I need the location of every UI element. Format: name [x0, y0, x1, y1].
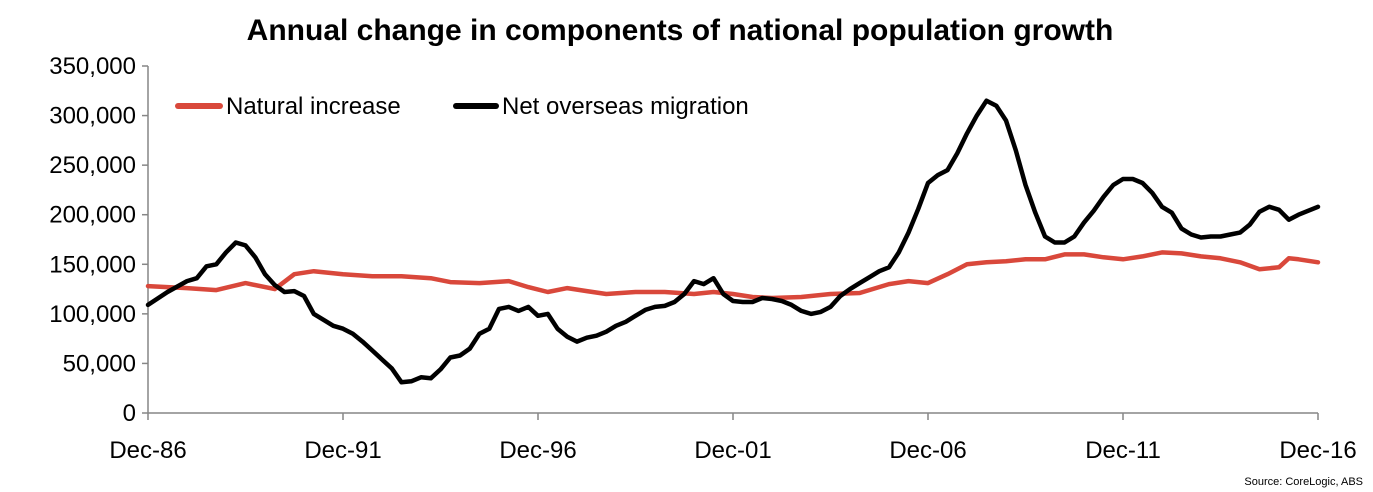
x-tick-label: Dec-96 [499, 437, 576, 464]
y-tick-label: 50,000 [63, 350, 136, 377]
x-tick-label: Dec-16 [1279, 437, 1356, 464]
x-tick-label: Dec-91 [304, 437, 381, 464]
x-tick-label: Dec-11 [1085, 437, 1161, 464]
x-tick-label: Dec-06 [889, 437, 966, 464]
y-tick-label: 350,000 [49, 53, 136, 80]
y-axis: 0 50,000 100,000 150,000 200,000 250,000 300,0… [49, 53, 149, 427]
y-tick-label: 100,000 [49, 301, 136, 328]
x-tick-label: Dec-01 [694, 437, 771, 464]
legend-label-net-overseas-migration: Net overseas migration [502, 93, 749, 120]
x-tick-label: Dec-86 [109, 437, 186, 464]
series-line-natural-increase [145, 250, 1321, 301]
y-tick-label: 300,000 [49, 103, 136, 130]
legend-label-natural-increase: Natural increase [226, 93, 401, 120]
source-note: Source: CoreLogic, ABS [1244, 476, 1363, 488]
y-tick-label: 250,000 [49, 152, 136, 179]
chart-title: Annual change in components of national … [247, 14, 1114, 47]
y-tick-label: 0 [123, 400, 136, 427]
y-tick-label: 150,000 [49, 251, 136, 278]
y-tick-label: 200,000 [49, 202, 136, 229]
series-line-net-overseas-migration [145, 98, 1321, 385]
legend: Natural increase Net overseas migration [175, 93, 749, 120]
series-lines [145, 98, 1321, 385]
x-axis: Dec-86 Dec-91 Dec-96 Dec-01 Dec-06 Dec-11 Dec-… [109, 412, 1357, 464]
